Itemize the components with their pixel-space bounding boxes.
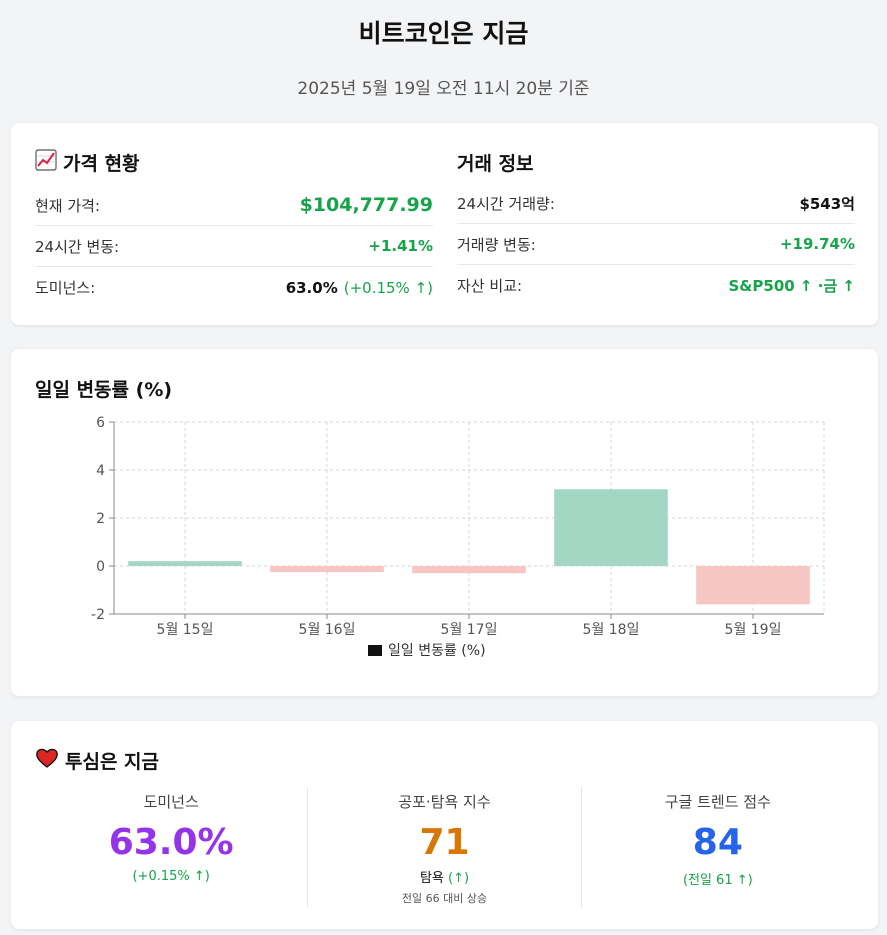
heart-icon [35,747,59,774]
row-volume-change: 거래량 변동: +19.74% [457,224,855,265]
x-tick-label: 5월 17일 [441,622,498,638]
volume-label: 24시간 거래량: [457,194,555,213]
metric-fear-greed-note: 전일 66 대비 상승 [401,892,488,905]
row-current-price: 현재 가격: $104,777.99 [35,185,433,226]
dominance-label: 도미넌스: [35,279,96,297]
metric-dominance: 도미넌스 63.0% (+0.15% ↑) [35,787,307,907]
asset-compare-value: S&P500 ↑ ·금 ↑ [728,277,856,295]
y-tick-label: 0 [96,559,105,575]
x-tick-label: 5월 15일 [157,622,214,638]
metric-dominance-value: 63.0% [108,822,234,863]
bar [128,561,242,566]
sentiment-heading-label: 투심은 지금 [65,751,160,773]
price-section-heading: 가격 현황 [35,149,140,176]
page-title: 비트코인은 지금 [358,19,529,48]
page-subtitle: 2025년 5월 19일 오전 11시 20분 기준 [297,79,590,99]
row-volume: 24시간 거래량: $543억 [457,183,855,224]
metric-fear-greed-status: 탐욕 [419,871,444,886]
legend-swatch [368,645,382,656]
metric-google-trends: 구글 트렌드 점수 84 (전일 61 ↑) [580,787,854,907]
chart-increasing-icon [35,149,57,176]
bar [270,566,384,572]
trade-list: 24시간 거래량: $543억 거래량 변동: +19.74% 자산 비교: S… [457,183,855,306]
sentiment-section-heading: 투심은 지금 [35,747,159,774]
metric-fear-greed-arrow: (↑) [448,871,470,886]
metric-fear-greed-label: 공포·탐욕 지수 [398,793,491,811]
legend-label: 일일 변동률 (%) [388,643,486,659]
asset-compare-label: 자산 비교: [457,277,523,295]
bar [554,489,668,566]
change-24h-value: +1.41% [368,237,433,255]
metric-google-trends-value: 84 [692,822,743,863]
x-tick-label: 5월 16일 [299,622,356,638]
row-24h-change: 24시간 변동: +1.41% [35,226,433,267]
price-list: 현재 가격: $104,777.99 24시간 변동: +1.41% 도미넌스:… [35,185,433,308]
y-tick-label: 2 [96,511,105,527]
sentiment-card: 투심은 지금 도미넌스 63.0% (+0.15% ↑) 공포·탐욕 지수 71… [11,721,878,929]
daily-change-card: 일일 변동률 (%) -2 0 2 4 6 5월 15일 5월 16일 5월 17일 5월 18… [11,349,878,696]
current-price-label: 현재 가격: [35,196,101,215]
metric-dominance-sub: (+0.15% ↑) [132,869,210,884]
bar [412,566,526,574]
dominance-value: 63.0% [285,278,338,297]
row-asset-compare: 자산 비교: S&P500 ↑ ·금 ↑ [457,265,855,306]
market-info-card: 가격 현황 현재 가격: $104,777.99 24시간 변동: +1.41%… [11,123,878,325]
chart-heading: 일일 변동률 (%) [35,379,173,401]
dominance-change: (+0.15% ↑) [343,278,433,297]
change-24h-label: 24시간 변동: [35,237,120,256]
trade-heading-label: 거래 정보 [457,153,534,175]
row-dominance: 도미넌스: 63.0% (+0.15% ↑) [35,267,433,308]
y-tick-label: 4 [96,463,105,479]
metric-dominance-label: 도미넌스 [143,793,199,811]
x-tick-label: 5월 19일 [725,622,782,638]
metric-google-trends-label: 구글 트렌드 점수 [664,793,771,811]
volume-change-label: 거래량 변동: [457,235,536,254]
x-tick-label: 5월 18일 [583,622,640,638]
price-heading-label: 가격 현황 [63,153,140,175]
y-tick-label: 6 [96,415,105,431]
volume-value: $543억 [799,194,855,213]
volume-change-value: +19.74% [779,235,855,253]
sentiment-metrics: 도미넌스 63.0% (+0.15% ↑) 공포·탐욕 지수 71 탐욕 (↑)… [35,787,854,907]
bar [696,566,810,605]
y-tick-label: -2 [91,607,105,623]
metric-fear-greed: 공포·탐욕 지수 71 탐욕 (↑) 전일 66 대비 상승 [307,787,580,907]
trade-section-heading: 거래 정보 [457,149,534,176]
metric-fear-greed-value: 71 [419,822,470,863]
metric-google-trends-sub: (전일 61 ↑) [682,873,753,888]
current-price-value: $104,777.99 [299,194,433,216]
